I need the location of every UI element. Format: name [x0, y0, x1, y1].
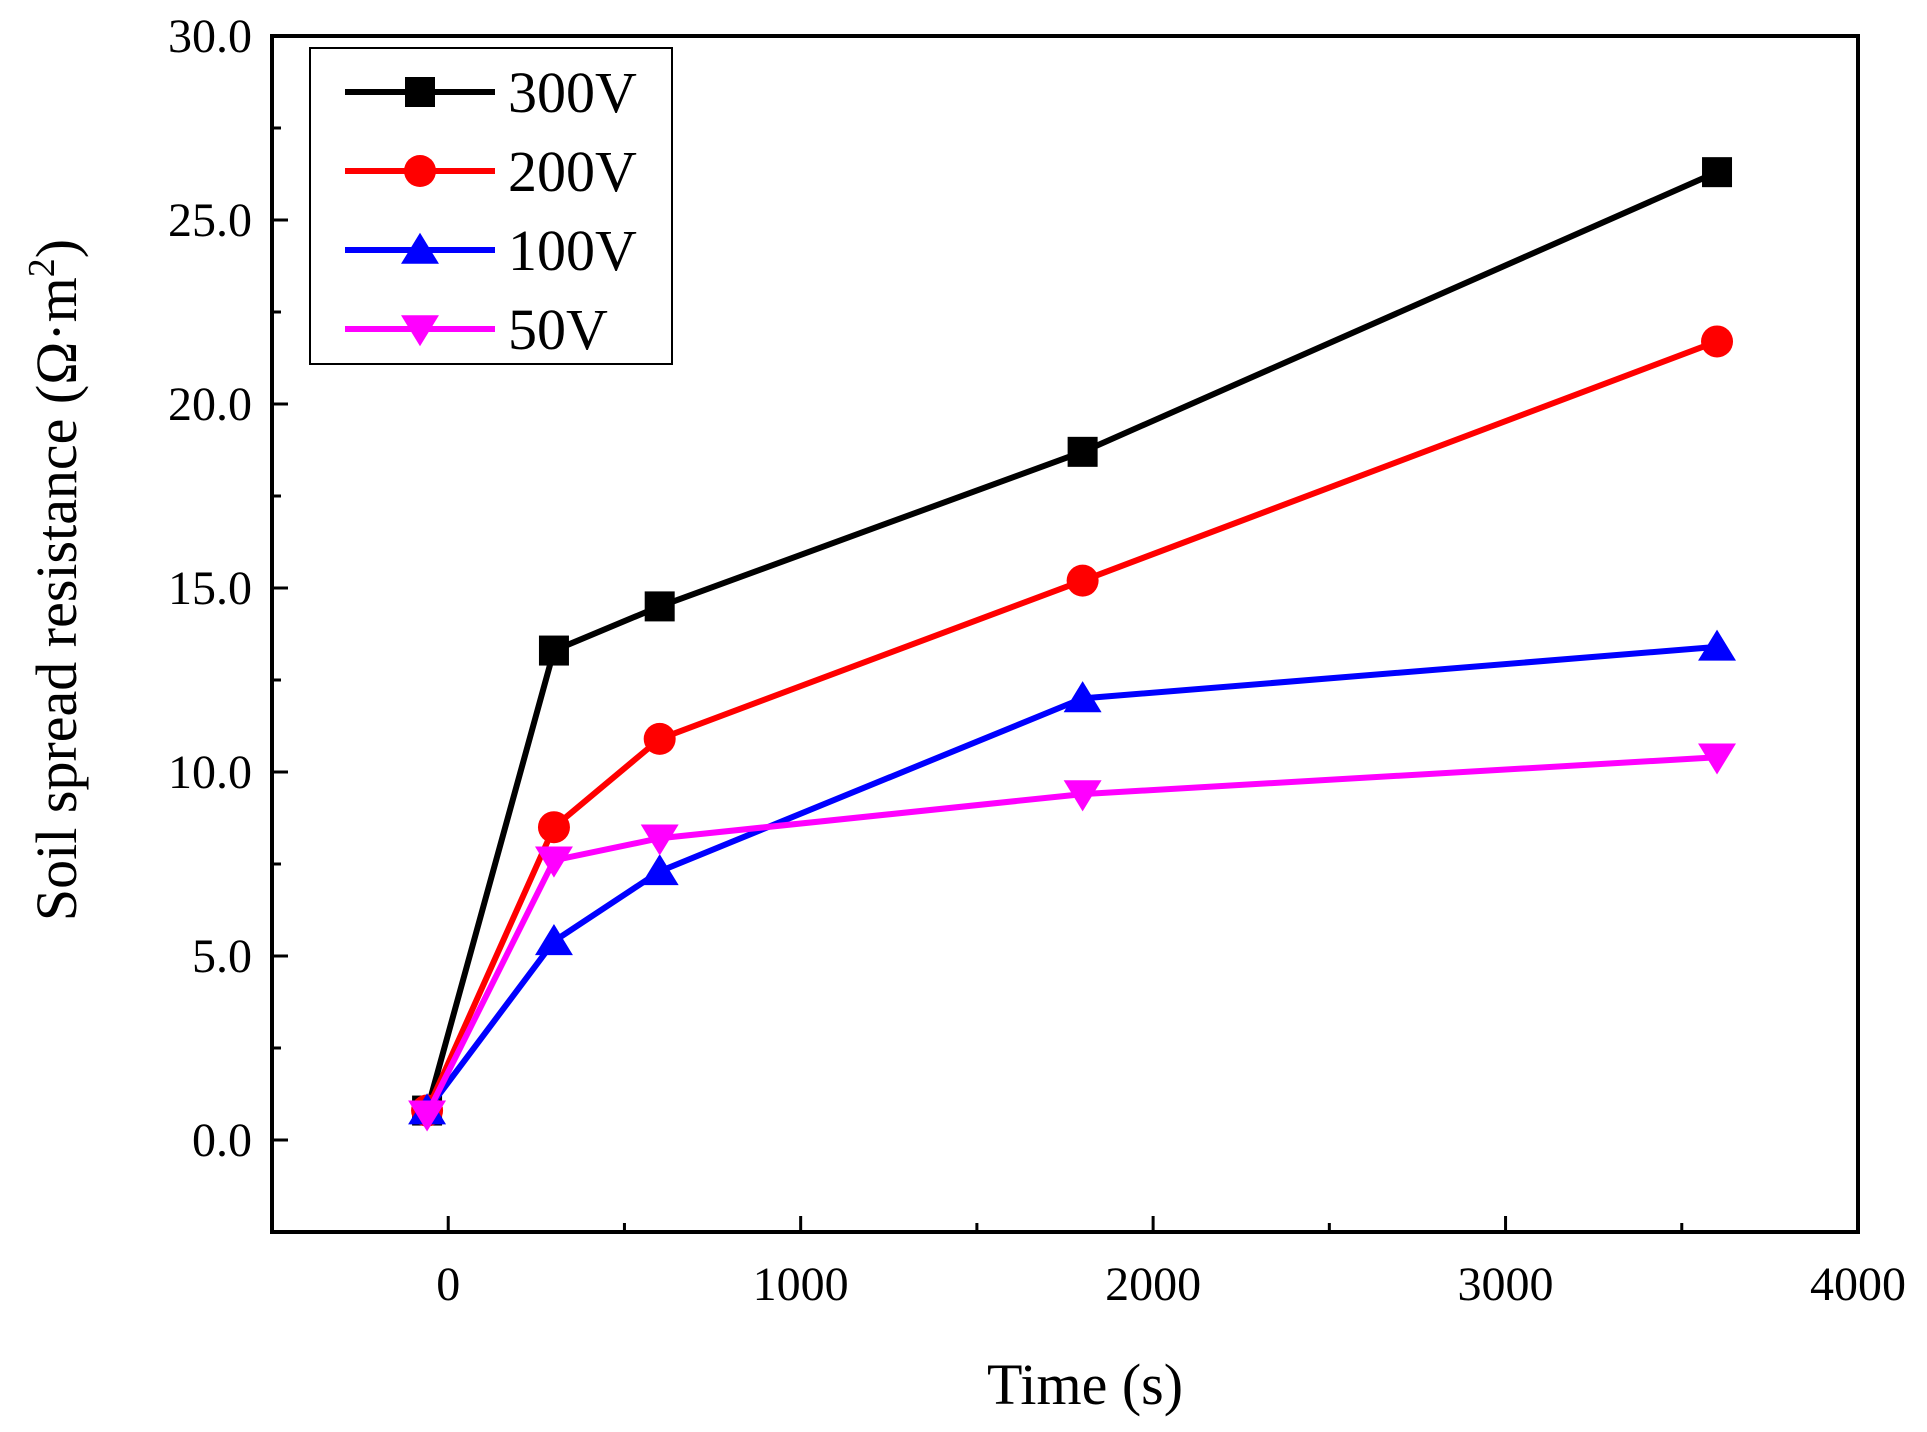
marker-triangle-up [401, 232, 439, 264]
legend: 300V 200V 100V 50V [309, 47, 673, 365]
marker-circle [643, 722, 676, 755]
marker-square [644, 591, 675, 622]
marker-circle [404, 155, 436, 187]
series-100V [408, 629, 1736, 1125]
legend-item: 200V [345, 139, 637, 204]
y-tick-label: 15.0 [168, 562, 252, 615]
marker-triangle-up [1063, 681, 1102, 713]
legend-label: 200V [508, 139, 637, 204]
plot-frame [270, 34, 1860, 1234]
marker-square [405, 77, 435, 107]
y-tick-label: 25.0 [168, 194, 252, 247]
marker-circle [1701, 325, 1734, 358]
marker-triangle-down [1063, 780, 1102, 812]
series-line [424, 754, 1718, 1116]
marker-triangle-down [640, 824, 679, 856]
y-axis-title-main: Soil spread resistance (Ω·m [24, 277, 89, 921]
y-tick-label: 5.0 [192, 930, 252, 983]
marker-circle [1066, 564, 1099, 597]
series-line [424, 643, 1718, 1113]
legend-item: 300V [345, 60, 637, 125]
marker-triangle-up [1698, 629, 1736, 661]
marker-triangle-down [1698, 743, 1736, 775]
series-50V [408, 743, 1736, 1132]
y-tick-label: 0.0 [192, 1114, 252, 1167]
marker-triangle-down [408, 1100, 447, 1132]
y-axis-title-superscript: 2 [21, 258, 63, 277]
series-200V [411, 325, 1734, 1127]
marker-circle [537, 811, 570, 844]
legend-label: 300V [508, 60, 637, 125]
marker-triangle-down [401, 315, 439, 347]
legend-item: 50V [345, 297, 608, 362]
marker-triangle-up [534, 924, 573, 956]
y-axis-title-close: ) [24, 239, 89, 258]
x-tick-label: 3000 [1458, 1258, 1554, 1311]
x-axis-ticks: 0 1000 2000 3000 4000 [270, 1216, 1906, 1311]
marker-triangle-down [534, 846, 573, 878]
marker-triangle-up [640, 854, 679, 886]
y-tick-label: 20.0 [168, 378, 252, 431]
x-tick-label: 4000 [1810, 1258, 1906, 1311]
legend-item: 100V [345, 218, 637, 283]
y-tick-label: 30.0 [168, 10, 252, 63]
marker-square [1067, 436, 1098, 467]
x-tick-label: 2000 [1105, 1258, 1201, 1311]
x-tick-label: 0 [436, 1258, 460, 1311]
x-tick-label: 1000 [753, 1258, 849, 1311]
y-tick-label: 10.0 [168, 746, 252, 799]
x-axis-title: Time (s) [987, 1352, 1183, 1417]
legend-label: 50V [508, 297, 608, 362]
marker-square [538, 635, 569, 666]
y-axis-ticks: 0.0 5.0 10.0 15.0 20.0 25.0 30.0 [168, 10, 288, 1234]
series-layer [408, 157, 1736, 1132]
legend-label: 100V [508, 218, 637, 283]
y-axis-title: Soil spread resistance (Ω·m2) [21, 239, 89, 921]
marker-square [1702, 157, 1733, 188]
legend-box [309, 47, 673, 365]
